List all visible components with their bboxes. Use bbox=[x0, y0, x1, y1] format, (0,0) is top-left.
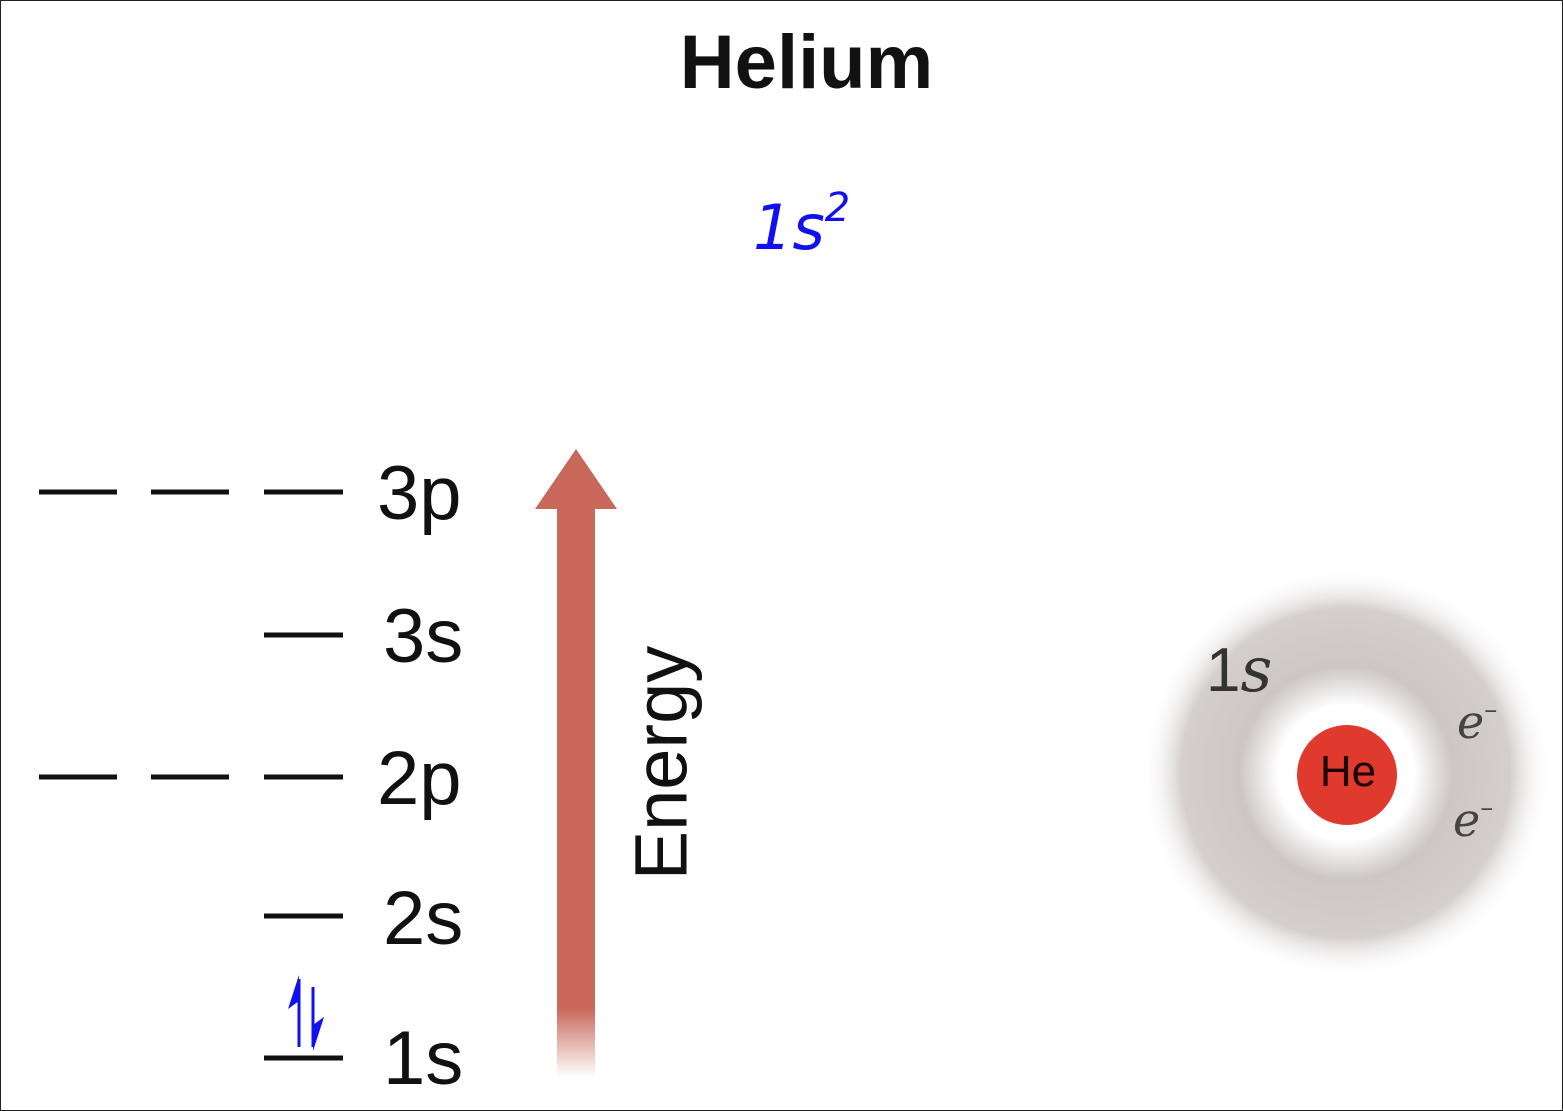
electron-charge: – bbox=[1484, 694, 1498, 725]
electron-pair-arrows bbox=[288, 975, 324, 1051]
atom-shell-label: 1s bbox=[1206, 633, 1272, 706]
nucleus bbox=[1297, 725, 1397, 825]
electron-label-2: e– bbox=[1453, 793, 1493, 847]
shell-number: 1 bbox=[1206, 636, 1241, 705]
energy-arrow bbox=[535, 449, 617, 1077]
nucleus-label: He bbox=[1319, 747, 1377, 796]
electron-charge: – bbox=[1480, 792, 1494, 823]
level-label-2s: 2s bbox=[383, 876, 464, 961]
electron-configuration: 1s2 bbox=[753, 185, 850, 264]
level-label-2p: 2p bbox=[377, 736, 462, 821]
level-label-3p: 3p bbox=[377, 451, 462, 536]
electron-symbol: e bbox=[1457, 695, 1485, 749]
energy-axis-text: Energy bbox=[619, 645, 703, 881]
electron-label-1: e– bbox=[1457, 695, 1497, 749]
shell-letter: s bbox=[1240, 633, 1273, 706]
level-label-1s: 1s bbox=[383, 1016, 464, 1101]
diagram-title: Helium bbox=[679, 20, 934, 105]
electron-symbol: e bbox=[1453, 793, 1481, 847]
level-label-3s: 3s bbox=[383, 594, 464, 679]
config-orbital: 1s bbox=[753, 191, 825, 264]
config-superscript: 2 bbox=[824, 185, 851, 232]
